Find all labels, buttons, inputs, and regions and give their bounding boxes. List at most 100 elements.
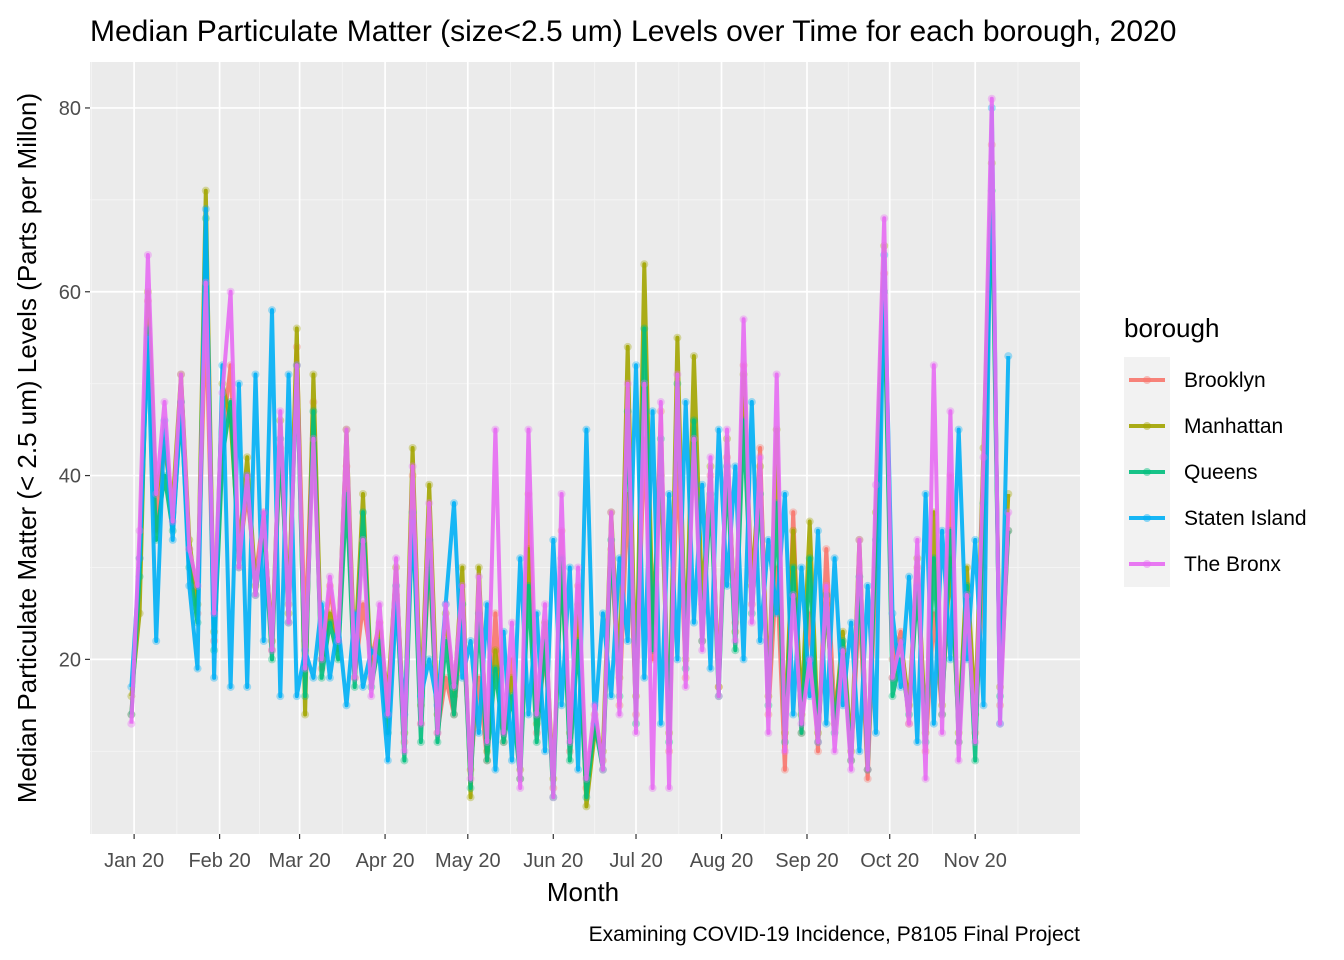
y-axis: 20 40 60 80 [59, 98, 90, 671]
data-point [731, 646, 740, 655]
data-point [946, 655, 955, 664]
data-point [557, 489, 566, 498]
data-point [359, 508, 368, 517]
data-point [433, 728, 442, 737]
data-point [888, 692, 897, 701]
data-point [499, 738, 508, 747]
data-point [193, 581, 202, 590]
x-axis-title: Month [547, 877, 619, 907]
data-point [689, 434, 698, 443]
data-point [863, 765, 872, 774]
data-point [971, 756, 980, 765]
legend-item-brooklyn: Brooklyn [1124, 357, 1266, 403]
data-point [193, 664, 202, 673]
data-point [135, 526, 144, 535]
data-point [309, 370, 318, 379]
data-point [896, 682, 905, 691]
data-point [607, 508, 616, 517]
data-point [714, 692, 723, 701]
x-tick-label: Nov 20 [944, 850, 1007, 872]
legend-label: Staten Island [1184, 507, 1307, 530]
data-point [450, 710, 459, 719]
data-point [309, 673, 318, 682]
data-point [491, 425, 500, 434]
data-point [557, 701, 566, 710]
data-point [838, 646, 847, 655]
data-point [632, 728, 641, 737]
data-point [499, 728, 508, 737]
series-line-the-bronx [129, 96, 1011, 800]
data-point [822, 545, 831, 554]
data-point [954, 756, 963, 765]
data-point [962, 591, 971, 600]
data-point [292, 692, 301, 701]
data-point [648, 407, 657, 416]
data-point [954, 425, 963, 434]
data-point [929, 719, 938, 728]
data-point [491, 646, 500, 655]
data-point [913, 535, 922, 544]
data-point [921, 489, 930, 498]
data-point [541, 600, 550, 609]
data-point [516, 784, 525, 793]
data-point [789, 526, 798, 535]
legend-key-point [1143, 560, 1151, 568]
data-point [838, 627, 847, 636]
data-point [913, 738, 922, 747]
data-point [780, 747, 789, 756]
data-point [747, 398, 756, 407]
data-point [466, 793, 475, 802]
data-point [474, 563, 483, 572]
data-point [739, 315, 748, 324]
data-point [491, 765, 500, 774]
data-point [483, 738, 492, 747]
data-point [301, 664, 310, 673]
data-point [871, 480, 880, 489]
data-point [458, 563, 467, 572]
data-point [400, 756, 409, 765]
data-point [772, 609, 781, 618]
data-point [689, 352, 698, 361]
x-tick-label: Sep 20 [775, 850, 838, 872]
data-point [689, 416, 698, 425]
series-layer [127, 94, 1013, 811]
data-point [325, 673, 334, 682]
data-point [425, 655, 434, 664]
data-point [698, 646, 707, 655]
data-point [152, 489, 161, 498]
data-point [739, 655, 748, 664]
data-point [756, 444, 765, 452]
x-tick-label: Mar 20 [268, 850, 330, 872]
data-point [474, 728, 483, 737]
data-point [814, 526, 823, 535]
chart-title: Median Particulate Matter (size<2.5 um) … [90, 15, 1176, 48]
data-point [780, 489, 789, 498]
data-point [292, 361, 301, 370]
data-point [127, 719, 136, 728]
data-point [921, 774, 930, 783]
data-point [532, 738, 541, 747]
data-point [234, 379, 243, 388]
data-point [185, 581, 194, 590]
data-point [698, 480, 707, 489]
data-point [822, 581, 831, 590]
data-point [491, 664, 500, 673]
y-tick-label: 80 [59, 98, 81, 120]
data-point [731, 637, 740, 645]
data-point [747, 618, 756, 627]
data-point [1004, 352, 1013, 361]
data-point [814, 738, 823, 747]
data-point [615, 710, 624, 719]
data-point [392, 554, 401, 563]
data-point [325, 572, 334, 581]
data-point [764, 535, 773, 544]
data-point [979, 701, 988, 710]
data-point [830, 554, 839, 563]
data-point [689, 618, 698, 627]
data-point [325, 618, 334, 627]
data-point [185, 545, 194, 554]
data-point [805, 517, 814, 526]
data-point [301, 710, 310, 719]
data-point [532, 710, 541, 719]
